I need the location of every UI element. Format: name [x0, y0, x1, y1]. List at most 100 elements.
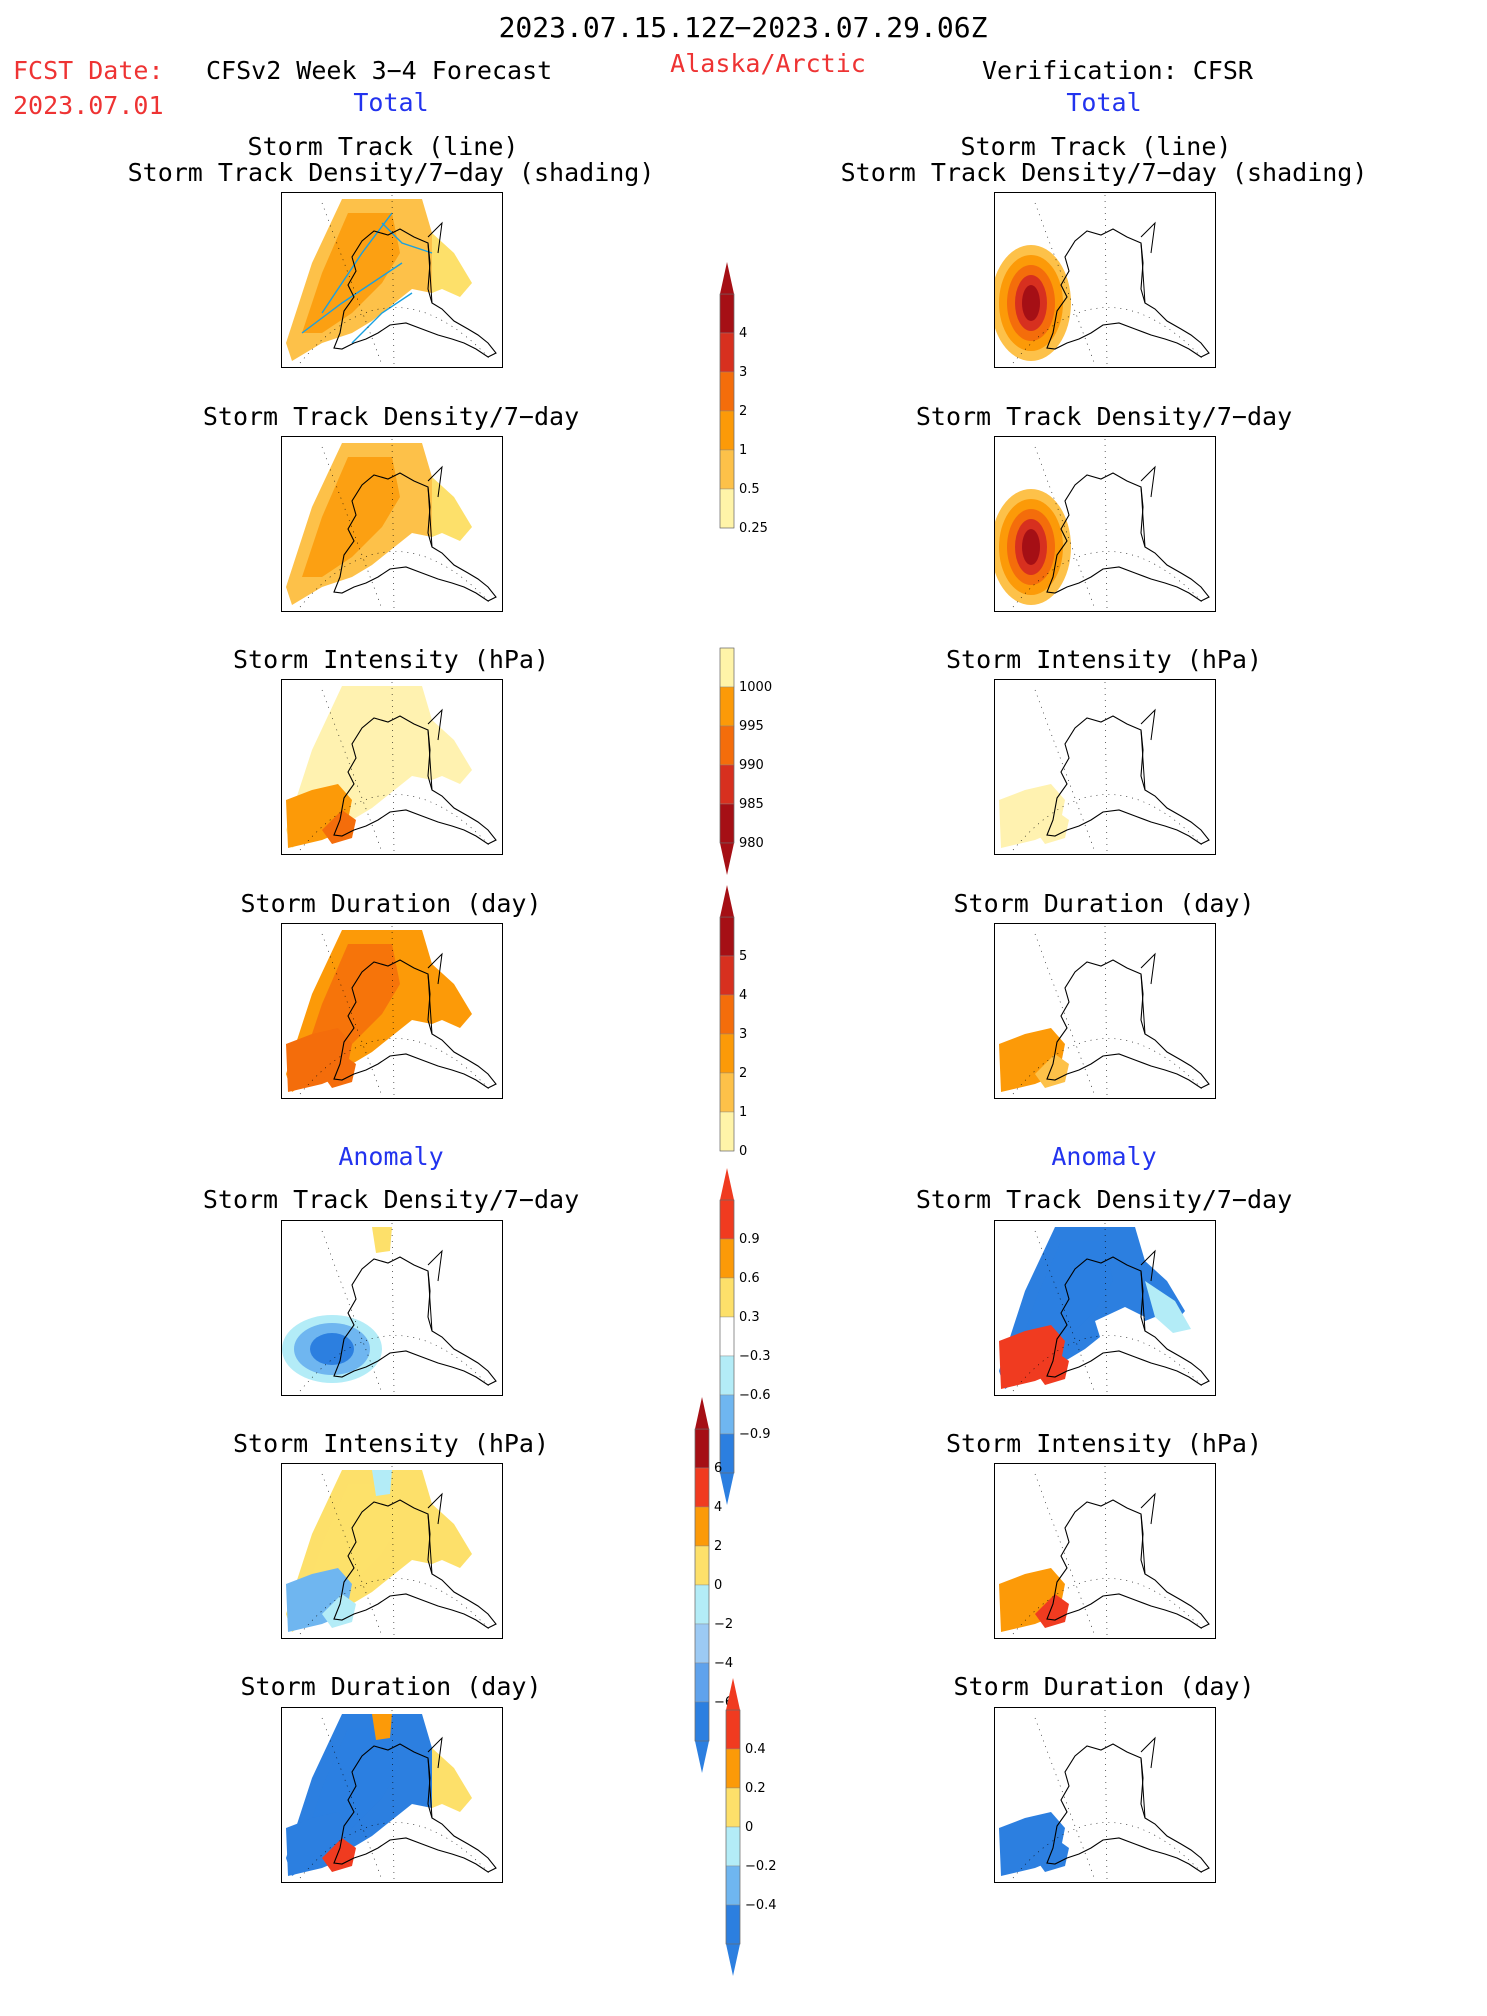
colorbar-segment	[719, 1033, 735, 1074]
colorbar-segment	[694, 1506, 710, 1547]
left-row5-title: Storm Track Density/7−day	[202, 1185, 580, 1214]
alaska-coastline	[333, 472, 497, 602]
colorbar-segment	[694, 1701, 710, 1742]
colorbar-segment	[719, 803, 735, 844]
lat-lon-grid	[299, 438, 493, 610]
fcst-date-label: FCST Date:	[13, 56, 164, 85]
colorbar-frame	[694, 1428, 710, 1742]
colorbar-tick-label: −4	[714, 1656, 733, 1671]
colorbar-density-total: 4 3 2 1 0.5 0.25	[719, 262, 768, 574]
colorbar-tick-label: −0.9	[739, 1427, 771, 1442]
colorbar-segment	[719, 1238, 735, 1279]
map-panel-right-duration	[994, 923, 1216, 1099]
right-row2-title: Storm Track Density/7−day	[915, 402, 1293, 431]
map-panel-right-density-anom	[994, 1220, 1216, 1396]
right-row5-title: Storm Track Density/7−day	[915, 1185, 1293, 1214]
colorbar-bottom-arrow	[720, 843, 734, 875]
right-row6-title: Storm Intensity (hPa)	[945, 1429, 1263, 1458]
colorbar-tick-label: 985	[739, 797, 764, 812]
colorbar-segment	[719, 293, 735, 334]
map-panel-right-duration-anom	[994, 1707, 1216, 1883]
alaska-coastline	[1046, 715, 1210, 845]
alaska-coastline	[333, 715, 497, 845]
canada-border	[1140, 465, 1156, 548]
alaska-coastline	[1046, 472, 1210, 602]
canada-border	[427, 1736, 443, 1819]
lat-lon-grid	[1012, 194, 1206, 366]
field-shading	[302, 213, 400, 333]
colorbar-tick-label: 0	[745, 1820, 753, 1835]
alaska-coastline	[1046, 1743, 1210, 1873]
canada-border	[427, 952, 443, 1035]
canada-border	[1140, 1736, 1156, 1819]
field-shading	[322, 1838, 356, 1872]
colorbar-segment	[719, 994, 735, 1035]
canada-border	[427, 221, 443, 304]
field-shading	[432, 233, 472, 297]
colorbar-tick-label: 0	[714, 1578, 722, 1593]
colorbar-tick-label: 0.6	[739, 1271, 760, 1286]
colorbar-segment	[719, 647, 735, 688]
colorbar-tick-label: 0.25	[739, 521, 768, 536]
field-shading	[372, 1227, 392, 1253]
lat-lon-grid	[299, 1465, 493, 1637]
colorbar-segment	[725, 1787, 741, 1828]
colorbar-tick-label: 0	[739, 1144, 747, 1159]
right-anomaly-subtitle: Anomaly	[1051, 1142, 1157, 1171]
field-shading	[1035, 1351, 1069, 1385]
map-panel-right-intensity-anom	[994, 1463, 1216, 1639]
field-shading	[322, 1054, 356, 1088]
colorbar-density-anomaly: 0.9 0.6 0.3 −0.3 −0.6 −0.9	[719, 1168, 771, 1545]
colorbar-tick-label: 0.9	[739, 1232, 760, 1247]
lat-lon-grid	[1012, 681, 1206, 853]
colorbar-tick-label: 0.2	[745, 1781, 766, 1796]
canada-border	[427, 708, 443, 791]
colorbar-tick-label: 3	[739, 1027, 747, 1042]
colorbar-segment	[719, 916, 735, 957]
field-shading	[1095, 1307, 1145, 1353]
right-row1-title-shading: Storm Track Density/7−day (shading)	[840, 158, 1368, 187]
colorbar-tick-label: 5	[739, 949, 747, 964]
colorbar-segment	[719, 955, 735, 996]
colorbar-top-arrow	[695, 1397, 709, 1429]
left-anomaly-subtitle: Anomaly	[338, 1142, 444, 1171]
map-panel-left-intensity-anom	[281, 1463, 503, 1639]
left-row2-title: Storm Track Density/7−day	[202, 402, 580, 431]
colorbar-segment	[725, 1826, 741, 1867]
colorbar-segment	[694, 1545, 710, 1586]
alaska-coastline	[1046, 228, 1210, 358]
lat-lon-grid	[1012, 1222, 1206, 1394]
field-shading	[1022, 285, 1040, 321]
colorbar-segment	[719, 725, 735, 766]
colorbar-tick-label: 2	[714, 1539, 722, 1554]
colorbar-bottom-arrow	[720, 1473, 734, 1505]
canada-border	[427, 1249, 443, 1332]
colorbar-duration-total: 5 4 3 2 1 0	[719, 885, 760, 1197]
colorbar-segment	[719, 1277, 735, 1318]
colorbar-segment	[719, 1199, 735, 1240]
lat-lon-grid	[299, 194, 493, 366]
right-row1-title-line: Storm Track (line)	[960, 132, 1232, 161]
colorbar-segment	[719, 686, 735, 727]
alaska-coastline	[1046, 1499, 1210, 1629]
colorbar-segment	[719, 1316, 735, 1357]
field-shading	[432, 477, 472, 541]
left-row6-title: Storm Intensity (hPa)	[232, 1429, 550, 1458]
canada-border	[1140, 708, 1156, 791]
canada-border	[1140, 1492, 1156, 1575]
field-shading	[432, 1748, 472, 1812]
colorbar-tick-label: 995	[739, 719, 764, 734]
colorbar-tick-label: −2	[714, 1617, 733, 1632]
field-shading	[372, 1714, 392, 1740]
left-row1-title-line: Storm Track (line)	[247, 132, 519, 161]
colorbar-top-arrow	[720, 1168, 734, 1200]
alaska-coastline	[333, 959, 497, 1089]
field-shading	[1035, 1838, 1069, 1872]
lat-lon-grid	[299, 925, 493, 1097]
colorbar-segment	[725, 1709, 741, 1750]
colorbar-tick-label: −0.2	[745, 1859, 777, 1874]
left-row7-title: Storm Duration (day)	[240, 1672, 542, 1701]
alaska-coastline	[1046, 959, 1210, 1089]
colorbar-tick-label: 4	[739, 988, 747, 1003]
lat-lon-grid	[1012, 438, 1206, 610]
